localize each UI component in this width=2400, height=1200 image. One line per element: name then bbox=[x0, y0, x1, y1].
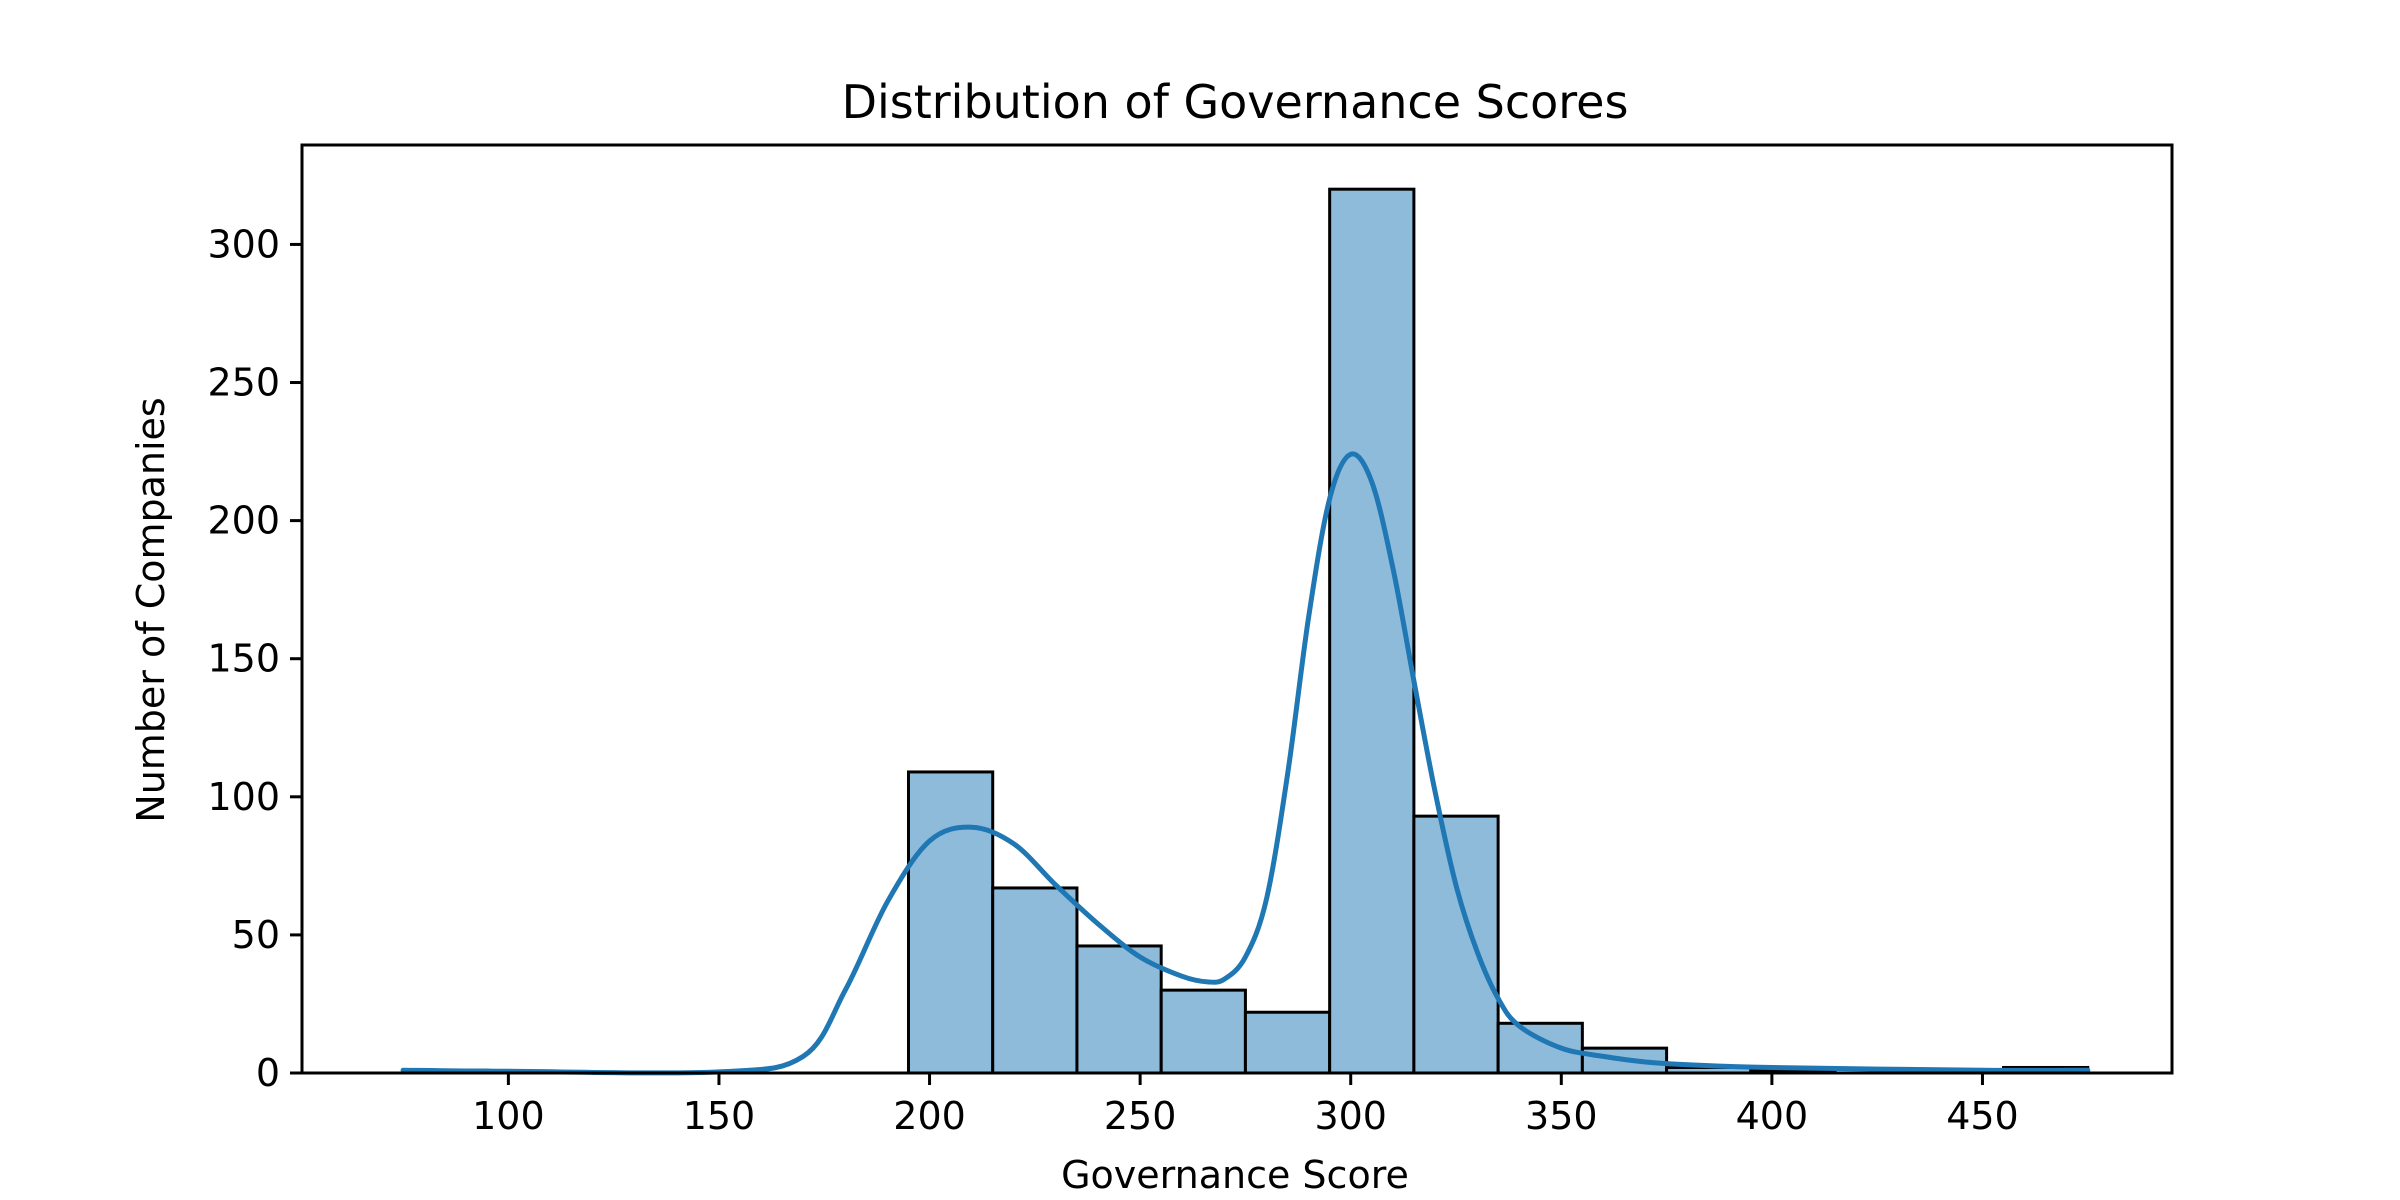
x-tick-label-300: 300 bbox=[1314, 1094, 1387, 1138]
x-tick-label-200: 200 bbox=[893, 1094, 966, 1138]
histogram-bar-6 bbox=[906, 770, 995, 1075]
x-tick-label-100: 100 bbox=[472, 1094, 545, 1138]
x-tick-label-250: 250 bbox=[1104, 1094, 1177, 1138]
histogram-bar-8 bbox=[1075, 944, 1163, 1075]
chart-title: Distribution of Governance Scores bbox=[842, 75, 1629, 129]
histogram-bar-10 bbox=[1243, 1010, 1332, 1075]
histogram-bar-12 bbox=[1412, 814, 1500, 1075]
bars-layer bbox=[401, 187, 2090, 1075]
x-axis-label: Governance Score bbox=[1061, 1153, 1409, 1197]
x-tick-label-150: 150 bbox=[683, 1094, 756, 1138]
histogram-bar-9 bbox=[1159, 988, 1247, 1075]
y-tick-label-200: 200 bbox=[207, 499, 280, 543]
y-tick-label-300: 300 bbox=[207, 222, 280, 266]
y-tick-label-150: 150 bbox=[207, 637, 280, 681]
axes-layer: 100 150 200 250 300 350 400 450 0 50 100 150 200 250 3… bbox=[207, 143, 2174, 1138]
kde-curve bbox=[400, 451, 2091, 1076]
y-tick-label-100: 100 bbox=[207, 775, 280, 819]
y-tick-label-50: 50 bbox=[232, 913, 280, 957]
plot-frame bbox=[300, 143, 2174, 1075]
x-tick-label-400: 400 bbox=[1736, 1094, 1809, 1138]
x-tick-label-450: 450 bbox=[1946, 1094, 2019, 1138]
histogram-bar-11 bbox=[1328, 187, 1416, 1075]
y-tick-label-250: 250 bbox=[207, 361, 280, 405]
histogram-bar-7 bbox=[991, 886, 1079, 1075]
kde-layer bbox=[400, 451, 2091, 1076]
y-tick-label-0: 0 bbox=[256, 1051, 280, 1095]
y-axis-label: Number of Companies bbox=[129, 397, 173, 822]
x-tick-label-350: 350 bbox=[1525, 1094, 1598, 1138]
